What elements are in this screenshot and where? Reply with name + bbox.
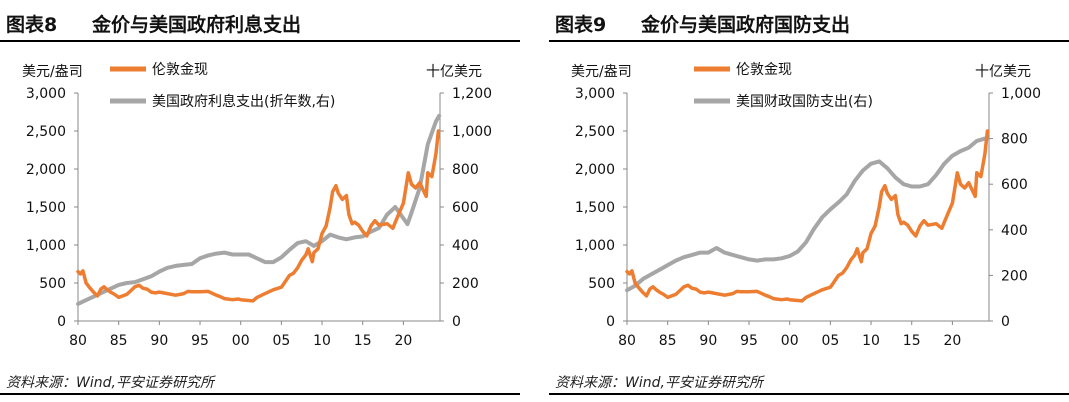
x-tick-label: 85	[110, 333, 128, 349]
x-tick-label: 85	[659, 333, 677, 349]
left-tick-label: 1,000	[575, 238, 615, 254]
left-tick-label: 1,500	[26, 200, 66, 216]
figure-number: 图表8	[6, 14, 58, 36]
figure-number: 图表9	[555, 14, 607, 36]
x-tick-label: 15	[903, 333, 921, 349]
left-tick-label: 0	[57, 314, 66, 330]
x-tick-label: 15	[354, 333, 372, 349]
right-tick-label: 200	[1001, 268, 1028, 284]
legend-label: 美国财政国防支出(右)	[736, 94, 873, 110]
figure-header: 图表8 金价与美国政府利息支出	[0, 0, 520, 42]
left-tick-label: 2,000	[575, 162, 615, 178]
figure-title: 金价与美国政府利息支出	[92, 14, 302, 36]
x-tick-label: 90	[699, 333, 717, 349]
x-tick-label: 95	[191, 333, 209, 349]
x-tick-label: 80	[618, 333, 636, 349]
right-tick-label: 400	[452, 238, 479, 254]
right-tick-label: 800	[452, 162, 479, 178]
legend-label: 伦敦金现	[152, 62, 208, 78]
x-tick-label: 20	[943, 333, 961, 349]
right-tick-label: 800	[1001, 132, 1028, 148]
left-axis-unit: 美元/盎司	[22, 64, 83, 80]
right-tick-label: 0	[452, 314, 461, 330]
right-tick-label: 1,000	[452, 124, 492, 140]
bottom-rule	[549, 393, 1069, 395]
x-tick-label: 05	[821, 333, 839, 349]
x-tick-label: 10	[313, 333, 331, 349]
left-tick-label: 500	[588, 276, 615, 292]
x-tick-label: 95	[740, 333, 758, 349]
legend-label: 美国政府利息支出(折年数,右)	[152, 93, 335, 110]
x-tick-label: 90	[150, 333, 168, 349]
right-tick-label: 0	[1001, 314, 1010, 330]
bottom-rule	[0, 393, 520, 395]
x-tick-label: 80	[69, 333, 87, 349]
right-axis-unit: 十亿美元	[426, 64, 482, 80]
chart-panel-9: 图表9 金价与美国政府国防支出 0 500 1,000 1,500 2,000 2,500…	[549, 0, 1069, 402]
left-tick-label: 2,000	[26, 162, 66, 178]
left-tick-label: 3,000	[26, 86, 66, 102]
chart-panel-8: 图表8 金价与美国政府利息支出 0 500 1,000 1,500 2,000 2,500…	[0, 0, 520, 402]
x-tick-label: 20	[394, 333, 412, 349]
series-line-right-axis	[625, 136, 987, 293]
right-axis-unit: 十亿美元	[975, 64, 1031, 80]
left-tick-label: 500	[39, 276, 66, 292]
left-tick-label: 2,500	[575, 124, 615, 140]
right-tick-label: 1,000	[1001, 86, 1041, 102]
x-tick-label: 05	[272, 333, 290, 349]
right-tick-label: 400	[1001, 223, 1028, 239]
legend-label: 伦敦金现	[736, 62, 792, 78]
series-line-gold-price	[76, 129, 441, 303]
right-tick-label: 600	[1001, 177, 1028, 193]
left-axis-unit: 美元/盎司	[571, 64, 632, 80]
right-tick-label: 600	[452, 200, 479, 216]
figure-header: 图表9 金价与美国政府国防支出	[549, 0, 1069, 42]
right-tick-label: 1,200	[452, 86, 492, 102]
right-tick-label: 200	[452, 276, 479, 292]
figure-title: 金价与美国政府国防支出	[641, 14, 851, 36]
left-tick-label: 0	[606, 314, 615, 330]
line-chart: 05001,0001,5002,0002,5003,00002004006008…	[22, 62, 492, 349]
source-note: 资料来源：Wind,平安证券研究所	[6, 375, 214, 391]
series-line-gold-price	[625, 129, 990, 303]
x-tick-label: 10	[862, 333, 880, 349]
source-note: 资料来源：Wind,平安证券研究所	[555, 375, 763, 391]
x-tick-label: 00	[781, 333, 799, 349]
left-tick-label: 3,000	[575, 86, 615, 102]
left-tick-label: 2,500	[26, 124, 66, 140]
series-line-right-axis	[76, 113, 442, 306]
x-tick-label: 00	[232, 333, 250, 349]
left-tick-label: 1,500	[575, 200, 615, 216]
line-chart: 05001,0001,5002,0002,5003,00002004006008…	[571, 62, 1041, 349]
left-tick-label: 1,000	[26, 238, 66, 254]
